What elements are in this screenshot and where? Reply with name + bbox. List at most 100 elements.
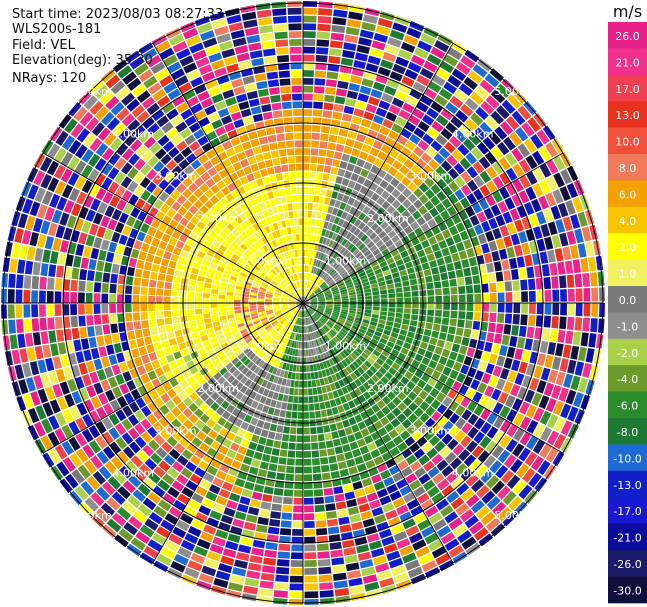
- velocity-bin: [304, 591, 319, 599]
- velocity-bin: [402, 396, 413, 407]
- velocity-bin: [372, 81, 386, 92]
- velocity-bin: [367, 378, 376, 387]
- velocity-bin: [317, 330, 322, 337]
- velocity-bin: [449, 95, 464, 109]
- velocity-bin: [304, 310, 307, 318]
- velocity-bin: [307, 317, 310, 325]
- velocity-bin: [492, 176, 505, 189]
- velocity-bin: [366, 492, 379, 502]
- velocity-bin: [396, 307, 404, 313]
- velocity-bin: [511, 269, 519, 280]
- velocity-bin: [467, 413, 479, 426]
- velocity-bin: [303, 466, 312, 474]
- velocity-bin: [322, 335, 328, 343]
- velocity-bin: [400, 146, 412, 158]
- velocity-bin: [436, 478, 450, 491]
- velocity-bin: [296, 435, 303, 443]
- velocity-bin: [355, 347, 363, 355]
- velocity-bin: [551, 276, 559, 289]
- velocity-bin: [339, 395, 347, 404]
- velocity-bin: [551, 234, 561, 249]
- velocity-bin: [348, 466, 359, 475]
- velocity-bin: [286, 403, 293, 411]
- velocity-bin: [331, 406, 339, 415]
- velocity-bin: [481, 220, 491, 233]
- velocity-bin: [355, 334, 363, 341]
- velocity-bin: [388, 148, 400, 159]
- velocity-bin: [335, 421, 344, 430]
- velocity-bin: [327, 222, 333, 231]
- velocity-bin: [385, 239, 394, 248]
- velocity-bin: [311, 458, 320, 466]
- velocity-bin: [370, 122, 381, 132]
- velocity-bin: [490, 110, 505, 125]
- velocity-bin: [361, 225, 370, 234]
- velocity-bin: [325, 266, 332, 273]
- velocity-bin: [436, 415, 448, 427]
- velocity-bin: [358, 355, 366, 363]
- velocity-bin: [394, 239, 404, 248]
- velocity-bin: [595, 333, 604, 349]
- velocity-bin: [320, 464, 330, 473]
- velocity-bin: [396, 193, 407, 204]
- velocity-bin: [505, 292, 513, 302]
- velocity-bin: [391, 234, 400, 244]
- velocity-bin: [389, 490, 402, 501]
- velocity-bin: [333, 486, 344, 495]
- velocity-bin: [361, 278, 369, 284]
- velocity-bin: [307, 265, 311, 273]
- velocity-bin: [431, 74, 446, 87]
- velocity-bin: [537, 460, 551, 476]
- velocity-bin: [303, 1, 318, 7]
- velocity-bin: [365, 268, 374, 275]
- velocity-bin: [322, 286, 329, 292]
- velocity-bin: [385, 320, 394, 327]
- velocity-bin: [368, 540, 383, 551]
- velocity-bin: [310, 301, 318, 303]
- velocity-bin: [424, 366, 435, 376]
- velocity-bin: [365, 369, 374, 378]
- velocity-bin: [430, 195, 441, 207]
- velocity-bin: [472, 64, 488, 78]
- velocity-bin: [453, 260, 462, 270]
- velocity-bin: [313, 101, 324, 109]
- velocity-bin: [507, 94, 522, 109]
- velocity-bin: [366, 154, 377, 164]
- velocity-bin: [332, 327, 339, 334]
- velocity-bin: [442, 185, 453, 197]
- velocity-bin: [312, 250, 317, 258]
- velocity-bin: [309, 306, 317, 310]
- velocity-bin: [417, 249, 426, 258]
- velocity-bin: [279, 528, 292, 536]
- velocity-bin: [328, 239, 335, 248]
- velocity-bin: [383, 269, 391, 277]
- velocity-bin: [402, 342, 412, 350]
- velocity-bin: [310, 305, 317, 309]
- velocity-bin: [349, 297, 357, 301]
- velocity-bin: [309, 294, 316, 299]
- velocity-bin: [282, 394, 289, 402]
- velocity-bin: [450, 294, 458, 303]
- velocity-bin: [382, 395, 391, 405]
- velocity-bin: [341, 238, 348, 246]
- velocity-bin: [291, 536, 303, 544]
- velocity-bin: [466, 494, 480, 508]
- velocity-bin: [309, 163, 317, 172]
- velocity-bin: [540, 367, 551, 381]
- velocity-bin: [473, 127, 487, 141]
- velocity-bin: [310, 156, 318, 164]
- velocity-bin: [339, 286, 347, 291]
- velocity-bin: [544, 289, 552, 302]
- velocity-bin: [319, 337, 324, 345]
- velocity-bin: [517, 386, 528, 400]
- velocity-bin: [506, 409, 518, 423]
- velocity-bin: [350, 381, 358, 390]
- velocity-bin: [492, 227, 502, 240]
- velocity-bin: [309, 316, 314, 324]
- velocity-bin: [315, 330, 321, 338]
- velocity-bin: [310, 298, 317, 301]
- velocity-bin: [313, 195, 320, 203]
- velocity-bin: [372, 290, 380, 296]
- velocity-bin: [466, 347, 476, 358]
- velocity-bin: [311, 284, 316, 291]
